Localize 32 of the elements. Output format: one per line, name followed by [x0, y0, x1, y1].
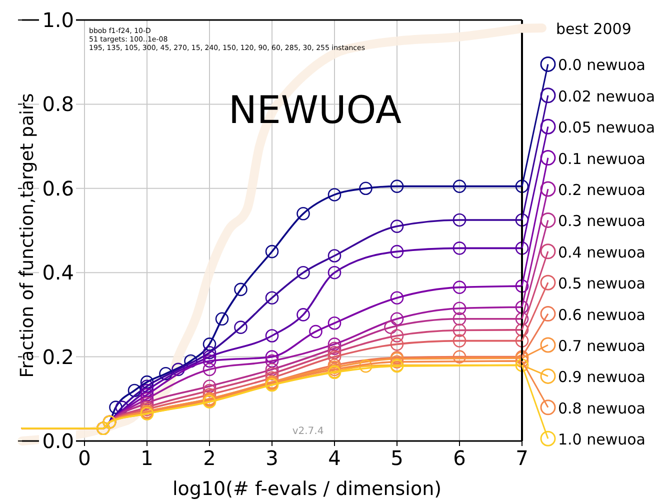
- legend-label: 0.7 newuoa: [558, 337, 646, 355]
- x-tick-label: 1: [140, 446, 154, 470]
- legend-label: best 2009: [556, 20, 632, 38]
- text: NEWUOA: [228, 88, 402, 132]
- legend-label: 0.6 newuoa: [558, 306, 646, 324]
- x-tick-label: 7: [516, 446, 528, 470]
- legend-label: 0.0 newuoa: [558, 56, 646, 74]
- legend-label: 0.4 newuoa: [558, 243, 646, 262]
- legend-label: 0.5 newuoa: [558, 274, 646, 293]
- legend-label: 0.02 newuoa: [558, 87, 656, 106]
- x-tick-label: 5: [390, 446, 404, 470]
- y-tick-label: 1.0: [42, 8, 74, 32]
- x-axis-title: log10(# f-evals / dimension): [172, 478, 442, 500]
- legend-label: 1.0 newuoa: [558, 430, 646, 449]
- x-tick-label: 3: [266, 446, 278, 470]
- y-axis-title: Fraction of function,target pairs: [17, 93, 38, 378]
- legend-label: 0.8 newuoa: [558, 399, 646, 418]
- legend-label: 0.2 newuoa: [558, 181, 646, 199]
- x-tick-label: 4: [328, 446, 341, 470]
- x-tick-label: 0: [78, 446, 91, 470]
- legend-label: 0.1 newuoa: [558, 150, 646, 168]
- x-tick-label: 2: [203, 446, 216, 470]
- legend-label: 0.9 newuoa: [558, 368, 646, 386]
- y-tick-label: 0.6: [42, 176, 74, 200]
- annotation: v2.7.4: [292, 426, 324, 437]
- x-tick-label: 6: [453, 446, 466, 470]
- y-tick-label: 0.2: [42, 344, 74, 369]
- y-tick-label: 0.4: [42, 260, 74, 285]
- legend-label: 0.3 newuoa: [558, 212, 646, 230]
- y-tick-label: 0.0: [42, 429, 74, 453]
- y-tick-label: 0.8: [42, 92, 74, 116]
- legend-label: 0.05 newuoa: [558, 118, 656, 137]
